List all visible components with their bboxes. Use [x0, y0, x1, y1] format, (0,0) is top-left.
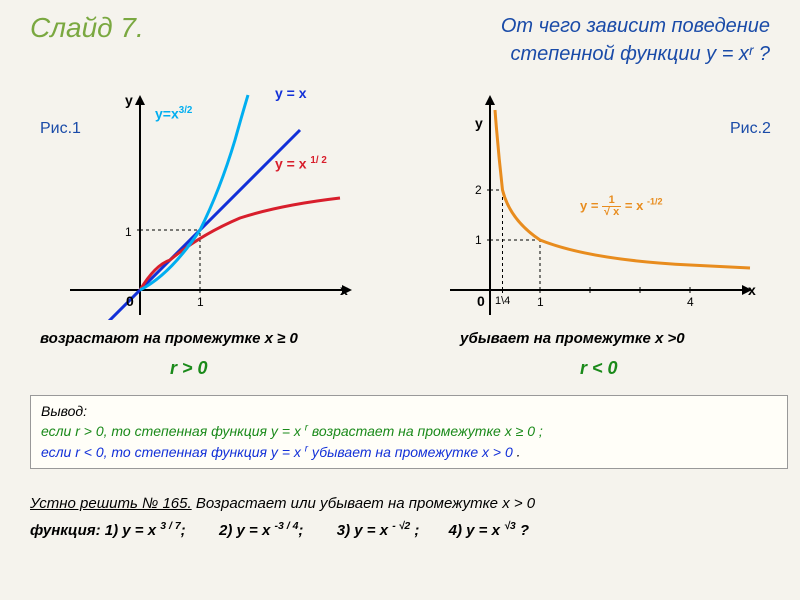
fig1-curve-yx: y = x — [275, 85, 307, 101]
question-line1: От чего зависит поведение — [501, 15, 770, 37]
fig1-curve-x12: y = x 1/ 2 — [275, 155, 327, 172]
fig2-origin: 0 — [477, 293, 485, 309]
chart-fig1 — [40, 90, 360, 320]
question-line2: степенной функции y = xʳ ? — [510, 43, 770, 65]
fig2-xtick-1: 1 — [537, 295, 544, 309]
fig1-x-axis: x — [340, 282, 348, 298]
conclusion-title: Вывод: — [41, 403, 87, 419]
fig2-y-axis: y — [475, 115, 483, 131]
conclusion-line1: если r > 0, то степенная функция y = x r… — [41, 423, 543, 439]
slide-title: Слайд 7. — [30, 12, 144, 44]
chart-fig1-svg — [40, 90, 360, 320]
fig1-origin: 0 — [126, 293, 134, 309]
fig2-x-axis: x — [748, 282, 756, 298]
fig2-xtick-4: 4 — [687, 295, 694, 309]
fig2-xtick-14: 1\4 — [495, 295, 510, 307]
fig1-caption: возрастают на промежутке x ≥ 0 — [40, 330, 298, 347]
conclusion-box: Вывод: если r > 0, то степенная функция … — [30, 395, 788, 469]
question-text: От чего зависит поведение степенной функ… — [501, 12, 770, 68]
exercise-line2: функция: 1) y = x 3 / 7; 2) y = x -3 / 4… — [30, 522, 529, 539]
fig2-r-label: r < 0 — [580, 358, 618, 379]
fig1-ytick-1: 1 — [125, 225, 132, 239]
fig1-curve-x32: y=x3/2 — [155, 105, 192, 122]
fig2-ytick-2: 2 — [475, 183, 482, 197]
fig1-r-label: r > 0 — [170, 358, 208, 379]
fig2-curve-label: y = 1√ x = x -1/2 — [580, 195, 663, 218]
fig1-xtick-1: 1 — [197, 295, 204, 309]
exercise-block: Устно решить № 165. Возрастает или убыва… — [30, 490, 770, 544]
fig2-ytick-1: 1 — [475, 233, 482, 247]
fig2-caption: убывает на промежутке x >0 — [460, 330, 685, 347]
exercise-rest: Возрастает или убывает на промежутке x >… — [192, 495, 535, 512]
fig1-y-axis: y — [125, 92, 133, 108]
conclusion-line2: если r < 0, то степенная функция y = x r… — [41, 444, 517, 460]
exercise-title: Устно решить № 165. — [30, 495, 192, 512]
